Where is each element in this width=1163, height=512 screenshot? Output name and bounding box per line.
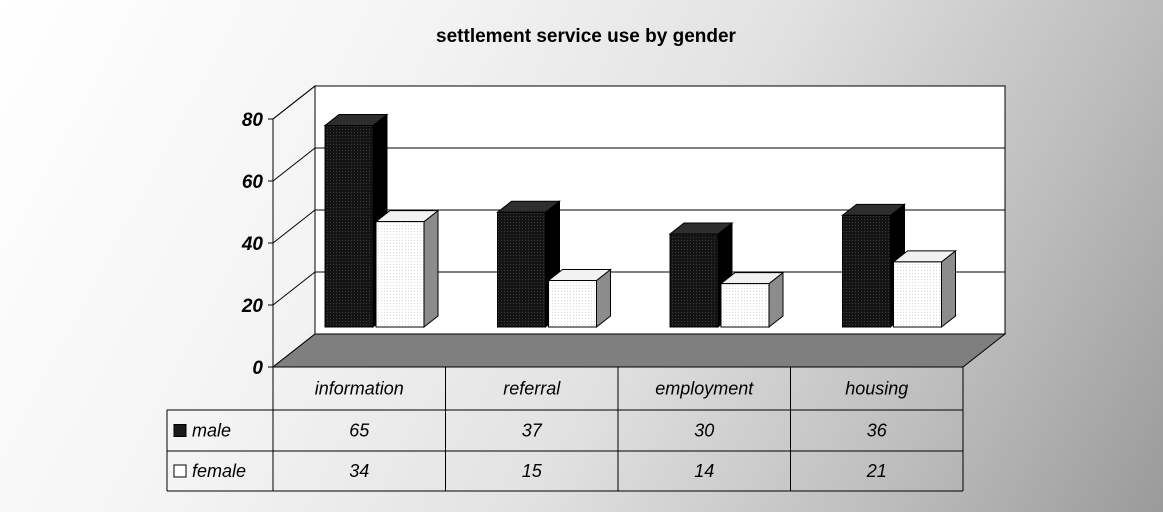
legend-swatch-male	[173, 424, 187, 437]
gridline-side	[272, 85, 316, 120]
bar-front	[842, 214, 891, 328]
legend-label-male: male	[192, 421, 231, 441]
gridline-side	[272, 271, 316, 306]
bar-male-referral	[496, 200, 561, 329]
table-cell-value: 36	[867, 421, 888, 441]
table-cell-value: 34	[349, 461, 369, 481]
bar-front	[497, 211, 546, 328]
category-label: information	[315, 379, 404, 399]
bar-female-referral	[547, 268, 612, 329]
category-label: housing	[845, 379, 908, 399]
y-tick-label: 20	[241, 296, 264, 317]
bar-front	[548, 280, 597, 328]
table-cell-value: 30	[694, 421, 714, 441]
bar-front	[669, 233, 719, 328]
bar-female-housing	[892, 249, 957, 329]
bar-side	[941, 249, 956, 329]
y-tick-label: 60	[242, 172, 264, 193]
gridline-side	[272, 209, 316, 244]
data-table: information referral employment housing male…	[166, 366, 964, 492]
table-cell-value: 14	[694, 461, 714, 481]
bar-front	[720, 283, 770, 328]
category-label: employment	[655, 379, 754, 399]
bars	[323, 113, 957, 329]
bar-front	[375, 221, 425, 328]
bar-front	[324, 125, 374, 328]
y-tick-label: 0	[252, 358, 263, 379]
table-cell-value: 21	[866, 461, 887, 481]
category-label: referral	[503, 379, 561, 399]
y-tick-label: 80	[242, 110, 264, 131]
table-cell-value: 15	[522, 461, 543, 481]
bar-front	[893, 261, 942, 328]
table-cell-value: 37	[522, 421, 543, 441]
floor	[271, 333, 1007, 368]
y-tick-label: 40	[241, 234, 264, 255]
bar-female-information	[374, 209, 440, 329]
gridline-side	[272, 147, 316, 182]
chart-title: settlement service use by gender	[436, 26, 737, 47]
bar-side	[423, 209, 439, 329]
bar-female-employment	[719, 271, 785, 329]
y-axis-ticks: 0 20 40 60 80	[241, 110, 273, 379]
legend-swatch-female	[173, 464, 187, 478]
legend-label-female: female	[192, 461, 246, 481]
table-cell-value: 65	[349, 421, 370, 441]
